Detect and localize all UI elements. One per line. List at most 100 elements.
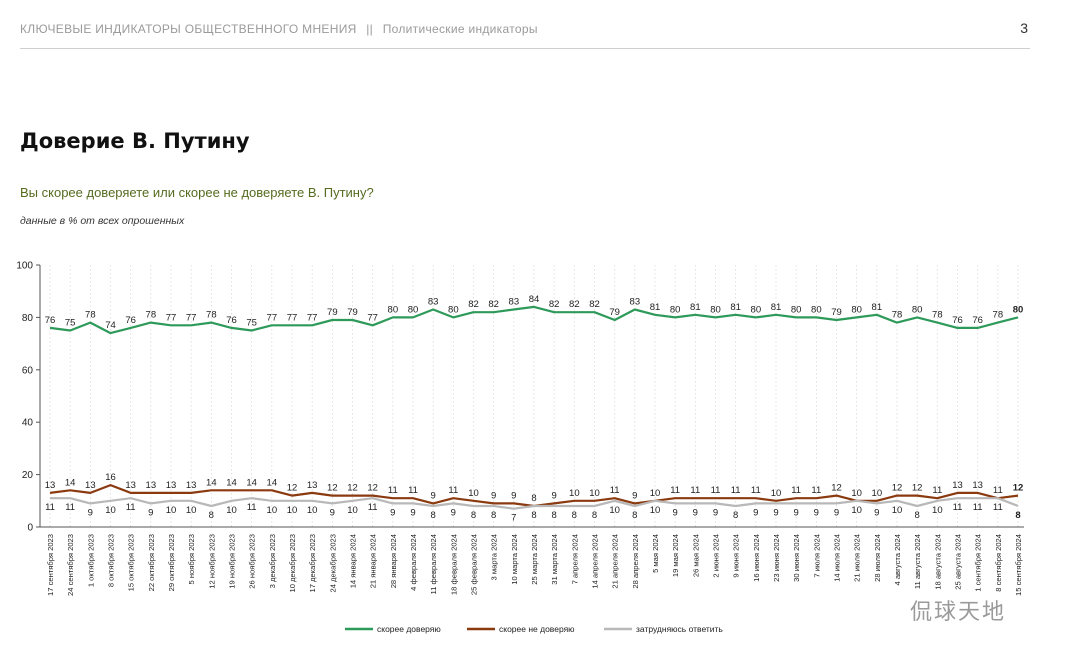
data-label: 8 — [491, 510, 496, 521]
x-tick-label: 26 мая 2024 — [691, 534, 700, 577]
x-tick-label: 10 декабря 2023 — [288, 534, 297, 593]
data-label: 79 — [347, 307, 358, 318]
data-label: 8 — [471, 510, 476, 521]
data-label: 13 — [952, 480, 963, 491]
data-label: 8 — [431, 510, 436, 521]
x-tick-label: 21 июля 2024 — [853, 534, 862, 582]
data-label: 13 — [972, 480, 983, 491]
x-tick-label: 11 февраля 2024 — [429, 534, 438, 595]
data-label: 82 — [589, 299, 600, 310]
x-tick-label: 17 сентября 2023 — [46, 534, 55, 596]
data-label: 11 — [953, 502, 963, 513]
data-label: 82 — [488, 299, 499, 310]
x-tick-label: 15 октября 2023 — [127, 534, 136, 591]
data-label: 14 — [267, 477, 278, 488]
data-label: 12 — [327, 483, 338, 494]
section-breadcrumb: КЛЮЧЕВЫЕ ИНДИКАТОРЫ ОБЩЕСТВЕННОГО МНЕНИЯ… — [20, 22, 538, 36]
data-label: 8 — [531, 493, 536, 504]
data-label: 80 — [448, 304, 459, 315]
y-tick-label: 20 — [22, 470, 34, 481]
data-label: 11 — [690, 485, 700, 496]
data-label: 8 — [209, 510, 214, 521]
data-label: 80 — [851, 304, 862, 315]
data-label: 9 — [88, 507, 93, 518]
data-label: 81 — [690, 302, 701, 313]
data-label: 9 — [491, 490, 496, 501]
header-bar: КЛЮЧЕВЫЕ ИНДИКАТОРЫ ОБЩЕСТВЕННОГО МНЕНИЯ… — [20, 20, 1030, 49]
data-label: 12 — [287, 483, 298, 494]
x-tick-label: 24 декабря 2023 — [328, 534, 337, 593]
data-label: 14 — [226, 477, 237, 488]
data-label: 78 — [206, 310, 217, 321]
data-label: 16 — [105, 472, 116, 483]
data-label: 11 — [670, 485, 680, 496]
watermark: 侃球天地 — [910, 600, 1007, 625]
data-label: 12 — [347, 483, 358, 494]
data-label: 82 — [549, 299, 560, 310]
data-label: 78 — [85, 310, 96, 321]
y-tick-label: 100 — [16, 261, 33, 272]
data-label: 10 — [650, 505, 661, 516]
data-label: 76 — [226, 315, 237, 326]
y-tick-label: 80 — [22, 313, 34, 324]
data-label: 8 — [733, 510, 738, 521]
data-label: 82 — [569, 299, 580, 310]
data-label: 75 — [65, 318, 76, 329]
y-tick-label: 40 — [22, 418, 34, 429]
data-label: 12 — [892, 483, 903, 494]
x-tick-label: 28 апреля 2024 — [631, 534, 640, 589]
x-tick-label: 14 января 2024 — [349, 534, 358, 588]
data-label: 10 — [186, 505, 197, 516]
x-tick-label: 21 января 2024 — [369, 534, 378, 588]
x-tick-label: 4 августа 2024 — [893, 534, 902, 586]
data-label: 10 — [105, 505, 116, 516]
data-label: 13 — [85, 480, 96, 491]
data-label: 75 — [246, 318, 257, 329]
x-tick-label: 23 июня 2024 — [772, 534, 781, 582]
data-label: 77 — [307, 312, 318, 323]
x-tick-label: 8 октября 2023 — [107, 534, 116, 587]
data-label: 11 — [993, 485, 1003, 496]
data-label: 11 — [751, 485, 761, 496]
data-label: 81 — [771, 302, 782, 313]
x-tick-label: 12 ноября 2023 — [207, 534, 216, 589]
data-label: 9 — [451, 507, 456, 518]
data-label: 13 — [45, 480, 56, 491]
data-label: 80 — [751, 304, 762, 315]
data-label: 79 — [609, 307, 620, 318]
data-label: 11 — [993, 502, 1003, 513]
data-label: 7 — [511, 513, 516, 524]
data-label: 81 — [650, 302, 661, 313]
legend-label-0: скорее доверяю — [377, 624, 441, 634]
x-tick-label: 22 октября 2023 — [147, 534, 156, 591]
y-tick-label: 0 — [27, 523, 33, 534]
data-label: 80 — [811, 304, 822, 315]
x-tick-label: 16 июня 2024 — [752, 534, 761, 582]
x-tick-label: 28 января 2024 — [389, 534, 398, 588]
x-tick-label: 21 апреля 2024 — [611, 534, 620, 589]
data-label: 9 — [511, 490, 516, 501]
data-label: 11 — [45, 502, 55, 513]
data-label: 10 — [650, 488, 661, 499]
data-label: 10 — [569, 488, 580, 499]
x-tick-label: 5 ноября 2023 — [187, 534, 196, 584]
data-label: 83 — [509, 297, 520, 308]
data-label: 84 — [529, 294, 540, 305]
data-label: 12 — [367, 483, 378, 494]
data-label: 8 — [632, 510, 637, 521]
data-label: 9 — [834, 507, 839, 518]
x-tick-label: 25 августа 2024 — [954, 534, 963, 590]
x-tick-label: 7 июля 2024 — [812, 534, 821, 578]
data-label: 8 — [592, 510, 597, 521]
section-separator: || — [366, 22, 374, 36]
data-label: 12 — [1013, 483, 1024, 494]
data-label: 82 — [468, 299, 479, 310]
page-number: 3 — [1020, 20, 1028, 36]
data-label: 9 — [794, 507, 799, 518]
legend-label-1: скорее не доверяю — [499, 624, 575, 634]
x-tick-label: 3 марта 2024 — [490, 534, 499, 580]
data-label: 8 — [531, 510, 536, 521]
x-tick-label: 11 августа 2024 — [913, 534, 922, 589]
data-label: 77 — [267, 312, 278, 323]
